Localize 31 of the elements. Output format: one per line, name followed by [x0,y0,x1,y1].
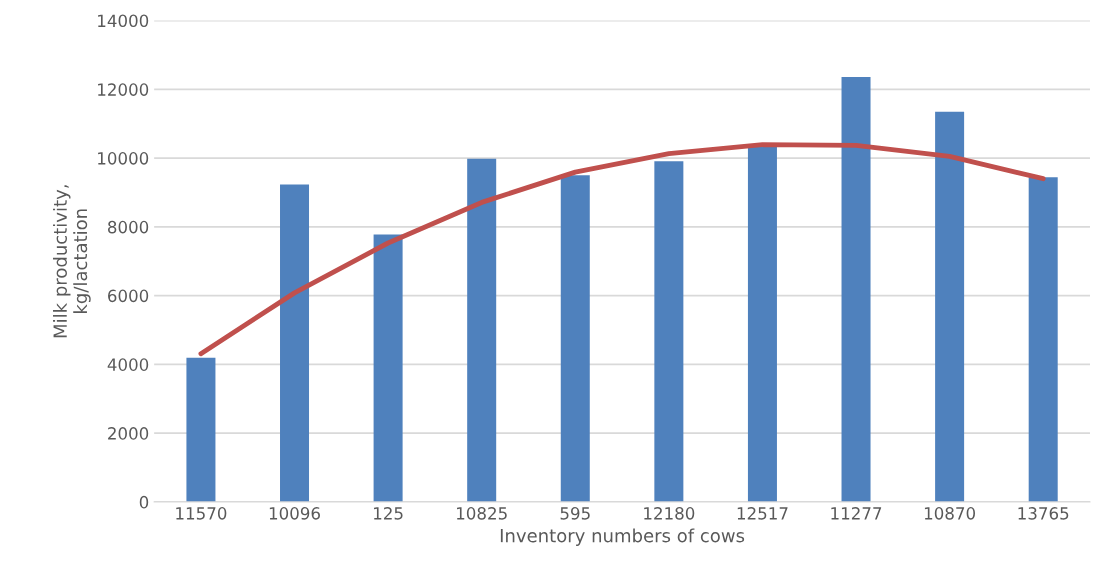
x-tick-label: 11277 [831,507,882,520]
x-tick-label: 11570 [176,507,227,520]
y-tick-label: 2000 [108,427,149,440]
bar [280,184,310,502]
x-axis-title: Inventory numbers of cows [500,528,745,546]
y-tick-label: 10000 [98,152,149,165]
bar [935,111,965,502]
x-tick-label: 10096 [269,507,320,520]
x-tick-label: 10870 [924,507,976,520]
bar [560,175,590,502]
y-tick-label: 8000 [107,220,149,234]
bar [373,234,403,502]
bar [747,146,777,502]
y-tick-label: 6000 [108,289,149,303]
y-axis-title: Milk productivity, kg/lactation [53,185,91,338]
line-series [198,142,1046,357]
x-tick-label: 13765 [1018,507,1069,520]
x-tick-label: 12180 [644,507,695,520]
bar [1028,177,1058,502]
x-tick-label: 125 [374,507,403,520]
bar [186,357,216,502]
bar [841,76,871,502]
x-tick-label: 10825 [457,507,507,520]
x-tick-label: 12517 [737,507,788,520]
bar [467,158,497,502]
y-tick-label: 4000 [107,358,149,371]
x-tick-label: 595 [560,507,590,520]
bar [654,161,684,502]
y-tick-label: 0 [139,495,149,509]
y-tick-label: 14000 [98,14,149,28]
y-tick-label: 12000 [98,83,149,96]
